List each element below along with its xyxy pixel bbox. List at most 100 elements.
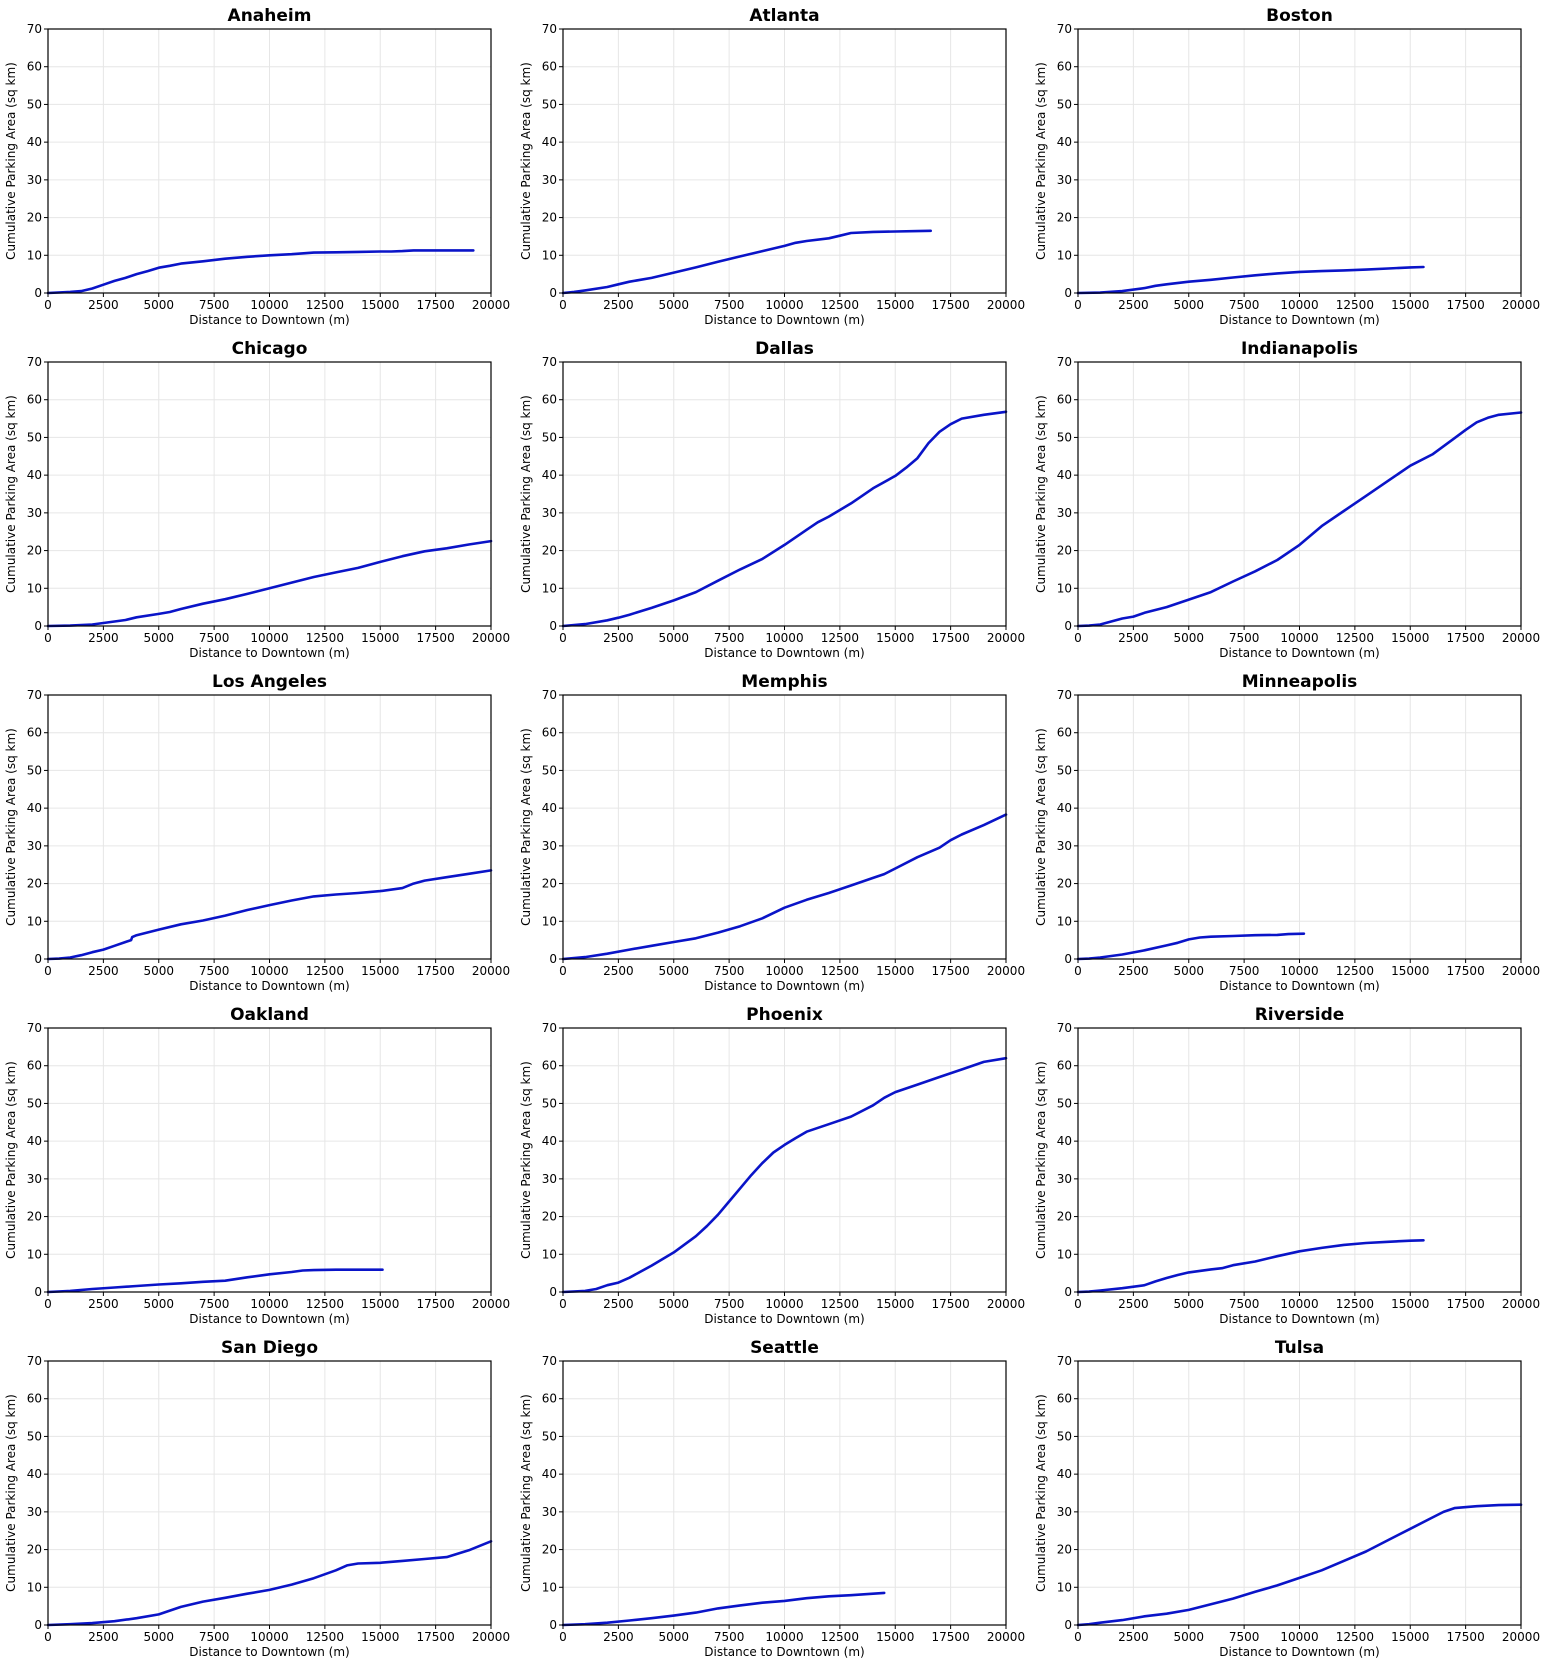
x-tick-label: 0 — [1074, 964, 1082, 978]
y-tick-label: 40 — [27, 801, 42, 815]
panel-title: Oakland — [230, 1005, 309, 1025]
x-tick-label: 10000 — [250, 964, 288, 978]
x-axis-label: Distance to Downtown (m) — [1219, 979, 1379, 993]
y-tick-label: 70 — [27, 1354, 42, 1368]
series-line-oakland — [46, 1268, 384, 1294]
x-tick-label: 7500 — [199, 298, 230, 312]
x-axis-label: Distance to Downtown (m) — [189, 1645, 349, 1659]
panel-title: Dallas — [755, 339, 814, 359]
y-tick-label: 10 — [1057, 1247, 1072, 1261]
y-tick-label: 20 — [1057, 877, 1072, 891]
x-tick-label: 15000 — [876, 631, 914, 645]
x-tick-label: 10000 — [250, 631, 288, 645]
y-tick-label: 50 — [542, 97, 557, 111]
x-tick-label: 2500 — [603, 631, 634, 645]
x-tick-label: 12500 — [821, 964, 859, 978]
x-tick-label: 20000 — [1502, 1297, 1540, 1311]
y-tick-label: 30 — [1057, 1172, 1072, 1186]
x-tick-label: 7500 — [714, 631, 745, 645]
y-tick-label: 10 — [27, 1247, 42, 1261]
x-tick-label: 10000 — [765, 1630, 803, 1644]
y-tick-label: 50 — [27, 430, 42, 444]
x-axis-label: Distance to Downtown (m) — [704, 979, 864, 993]
x-tick-label: 0 — [44, 631, 52, 645]
x-axis-label: Distance to Downtown (m) — [704, 1312, 864, 1326]
x-tick-label: 5000 — [658, 298, 689, 312]
y-axis-label: Cumulative Parking Area (sq km) — [1034, 1394, 1048, 1592]
x-tick-label: 12500 — [1336, 298, 1374, 312]
y-tick-label: 50 — [1057, 97, 1072, 111]
y-tick-label: 10 — [1057, 248, 1072, 262]
x-tick-label: 12500 — [306, 631, 344, 645]
series-line-tulsa — [1076, 1503, 1523, 1627]
panel-san-diego: 0 2500 5000 7500 10000 12500 15000 17500 20000 0 1… — [4, 1338, 510, 1659]
x-tick-label: 2500 — [603, 1630, 634, 1644]
x-tick-label: 5000 — [658, 964, 689, 978]
x-axis-label: Distance to Downtown (m) — [189, 979, 349, 993]
x-tick-label: 2500 — [1118, 1297, 1149, 1311]
x-tick-label: 12500 — [821, 1297, 859, 1311]
y-tick-label: 50 — [542, 763, 557, 777]
x-tick-label: 17500 — [1447, 964, 1485, 978]
x-tick-label: 5000 — [1173, 1630, 1204, 1644]
y-tick-label: 50 — [27, 97, 42, 111]
y-tick-label: 30 — [542, 1172, 557, 1186]
y-tick-label: 70 — [27, 1021, 42, 1035]
y-tick-label: 50 — [1057, 1096, 1072, 1110]
y-tick-label: 20 — [27, 1210, 42, 1224]
x-tick-label: 12500 — [821, 298, 859, 312]
y-axis-label: Cumulative Parking Area (sq km) — [1034, 62, 1048, 260]
y-tick-label: 20 — [1057, 1543, 1072, 1557]
x-tick-label: 2500 — [603, 298, 634, 312]
series-line-boston — [1076, 265, 1425, 295]
y-tick-label: 40 — [1057, 135, 1072, 149]
x-tick-label: 15000 — [361, 964, 399, 978]
x-tick-label: 17500 — [932, 298, 970, 312]
series-line-indianapolis — [1076, 411, 1523, 628]
y-tick-label: 70 — [542, 688, 557, 702]
x-tick-label: 12500 — [1336, 1297, 1374, 1311]
y-tick-label: 40 — [27, 1134, 42, 1148]
y-tick-label: 60 — [27, 1392, 42, 1406]
panel-title: Atlanta — [749, 6, 819, 26]
x-axis-label: Distance to Downtown (m) — [1219, 1645, 1379, 1659]
x-tick-label: 5000 — [658, 1297, 689, 1311]
x-tick-label: 12500 — [821, 1630, 859, 1644]
y-tick-label: 60 — [542, 1059, 557, 1073]
y-axis-label: Cumulative Parking Area (sq km) — [519, 1061, 533, 1259]
y-tick-label: 30 — [542, 506, 557, 520]
y-tick-label: 50 — [542, 1096, 557, 1110]
y-axis-label: Cumulative Parking Area (sq km) — [519, 395, 533, 593]
y-tick-label: 50 — [542, 1429, 557, 1443]
x-tick-label: 12500 — [821, 631, 859, 645]
x-tick-label: 15000 — [1391, 1630, 1429, 1644]
x-tick-label: 15000 — [876, 1630, 914, 1644]
x-tick-label: 20000 — [987, 1297, 1025, 1311]
x-tick-label: 0 — [1074, 298, 1082, 312]
y-axis-label: Cumulative Parking Area (sq km) — [4, 1394, 18, 1592]
y-tick-label: 10 — [542, 581, 557, 595]
x-tick-label: 12500 — [1336, 1630, 1374, 1644]
x-tick-label: 2500 — [1118, 631, 1149, 645]
y-tick-label: 30 — [27, 1172, 42, 1186]
y-tick-label: 40 — [542, 1467, 557, 1481]
y-tick-label: 20 — [542, 1543, 557, 1557]
y-tick-label: 40 — [542, 801, 557, 815]
x-tick-label: 20000 — [1502, 631, 1540, 645]
x-tick-label: 5000 — [1173, 631, 1204, 645]
x-tick-label: 2500 — [88, 1630, 119, 1644]
y-tick-label: 30 — [542, 1505, 557, 1519]
x-tick-label: 7500 — [714, 298, 745, 312]
panel-title: Minneapolis — [1242, 672, 1358, 692]
y-tick-label: 60 — [1057, 393, 1072, 407]
y-tick-label: 30 — [1057, 506, 1072, 520]
y-tick-label: 10 — [1057, 1580, 1072, 1594]
x-tick-label: 15000 — [361, 298, 399, 312]
y-axis-label: Cumulative Parking Area (sq km) — [1034, 728, 1048, 926]
y-tick-label: 20 — [27, 1543, 42, 1557]
x-tick-label: 0 — [44, 964, 52, 978]
y-tick-label: 30 — [27, 1505, 42, 1519]
y-tick-label: 0 — [1064, 1618, 1072, 1632]
